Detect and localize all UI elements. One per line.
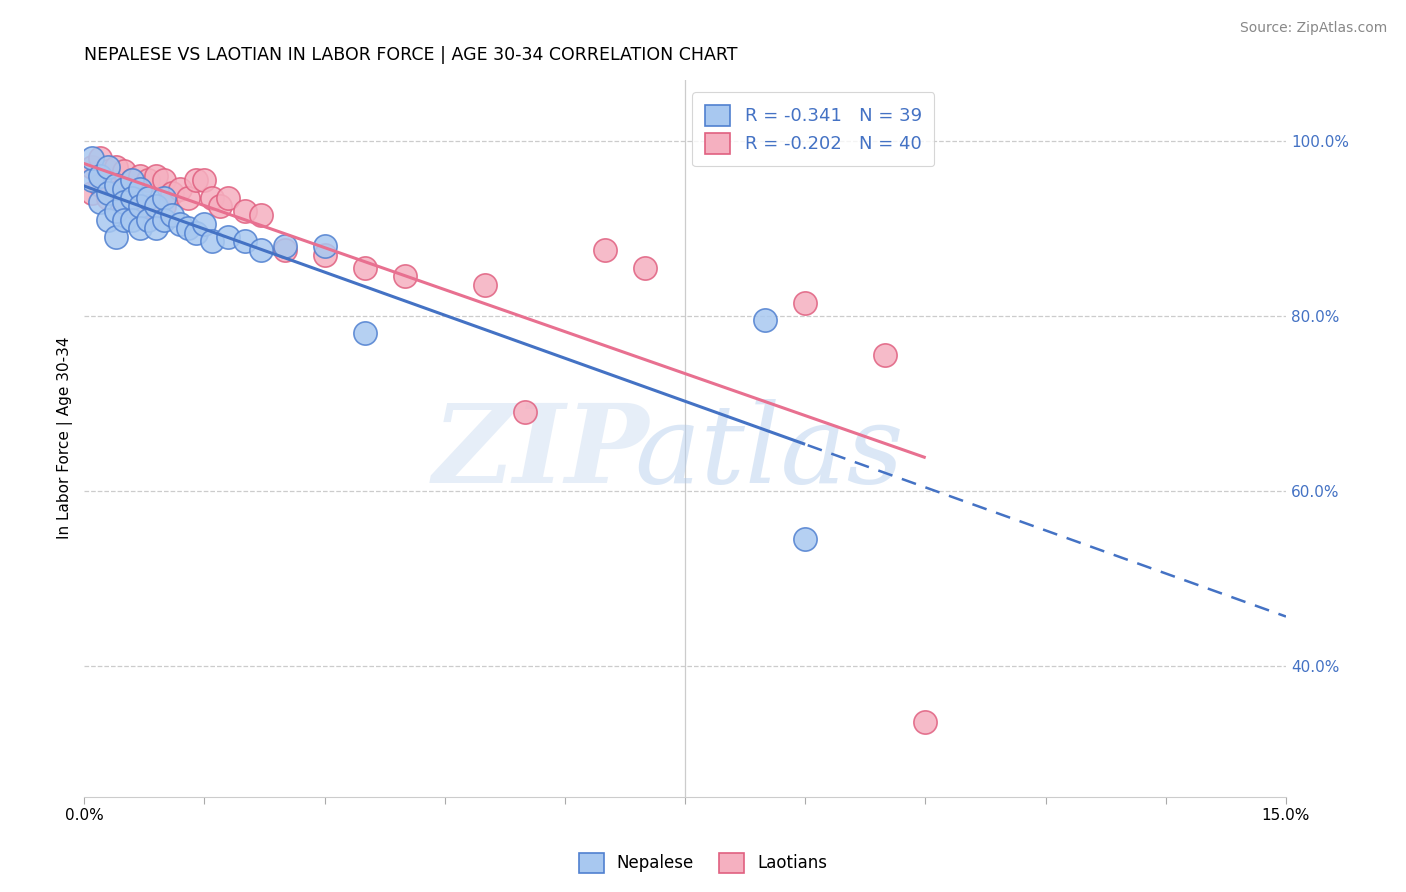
Point	[193, 173, 215, 187]
Point	[249, 208, 271, 222]
Point	[105, 178, 128, 192]
Point	[153, 212, 176, 227]
Point	[121, 191, 143, 205]
Point	[153, 199, 176, 213]
Point	[105, 160, 128, 174]
Point	[209, 199, 232, 213]
Point	[153, 173, 176, 187]
Text: NEPALESE VS LAOTIAN IN LABOR FORCE | AGE 30-34 CORRELATION CHART: NEPALESE VS LAOTIAN IN LABOR FORCE | AGE…	[84, 46, 738, 64]
Point	[112, 182, 135, 196]
Point	[218, 230, 240, 244]
Point	[634, 260, 657, 275]
Point	[129, 199, 152, 213]
Point	[121, 173, 143, 187]
Point	[875, 348, 897, 362]
Point	[89, 195, 111, 210]
Point	[794, 532, 817, 546]
Point	[105, 203, 128, 218]
Point	[129, 221, 152, 235]
Point	[145, 169, 167, 183]
Point	[82, 160, 104, 174]
Point	[186, 226, 208, 240]
Point	[89, 169, 111, 183]
Point	[914, 715, 936, 730]
Legend: R = -0.341   N = 39, R = -0.202   N = 40: R = -0.341 N = 39, R = -0.202 N = 40	[692, 92, 935, 167]
Point	[353, 326, 375, 341]
Point	[201, 191, 224, 205]
Point	[112, 191, 135, 205]
Point	[794, 295, 817, 310]
Point	[121, 199, 143, 213]
Point	[89, 178, 111, 192]
Point	[82, 186, 104, 201]
Point	[121, 173, 143, 187]
Point	[97, 186, 120, 201]
Point	[138, 199, 160, 213]
Point	[121, 212, 143, 227]
Point	[138, 191, 160, 205]
Point	[97, 212, 120, 227]
Text: atlas: atlas	[634, 399, 904, 507]
Legend: Nepalese, Laotians: Nepalese, Laotians	[572, 847, 834, 880]
Point	[97, 160, 120, 174]
Point	[513, 405, 536, 419]
Point	[145, 199, 167, 213]
Point	[112, 164, 135, 178]
Point	[129, 199, 152, 213]
Point	[273, 239, 295, 253]
Point	[89, 152, 111, 166]
Text: ZIP: ZIP	[433, 399, 650, 507]
Point	[82, 152, 104, 166]
Point	[314, 239, 336, 253]
Point	[112, 195, 135, 210]
Point	[169, 182, 191, 196]
Point	[82, 173, 104, 187]
Point	[177, 191, 200, 205]
Point	[129, 182, 152, 196]
Point	[593, 243, 616, 257]
Point	[273, 243, 295, 257]
Point	[201, 235, 224, 249]
Point	[97, 164, 120, 178]
Y-axis label: In Labor Force | Age 30-34: In Labor Force | Age 30-34	[58, 337, 73, 540]
Point	[353, 260, 375, 275]
Point	[97, 191, 120, 205]
Point	[129, 169, 152, 183]
Point	[249, 243, 271, 257]
Point	[138, 212, 160, 227]
Point	[105, 186, 128, 201]
Point	[145, 221, 167, 235]
Point	[394, 269, 416, 284]
Point	[193, 217, 215, 231]
Point	[162, 186, 184, 201]
Point	[314, 247, 336, 261]
Point	[233, 203, 256, 218]
Point	[218, 191, 240, 205]
Point	[112, 212, 135, 227]
Point	[754, 313, 776, 327]
Point	[169, 217, 191, 231]
Text: Source: ZipAtlas.com: Source: ZipAtlas.com	[1240, 21, 1388, 35]
Point	[153, 191, 176, 205]
Point	[177, 221, 200, 235]
Point	[474, 278, 496, 293]
Point	[105, 230, 128, 244]
Point	[138, 173, 160, 187]
Point	[233, 235, 256, 249]
Point	[186, 173, 208, 187]
Point	[162, 208, 184, 222]
